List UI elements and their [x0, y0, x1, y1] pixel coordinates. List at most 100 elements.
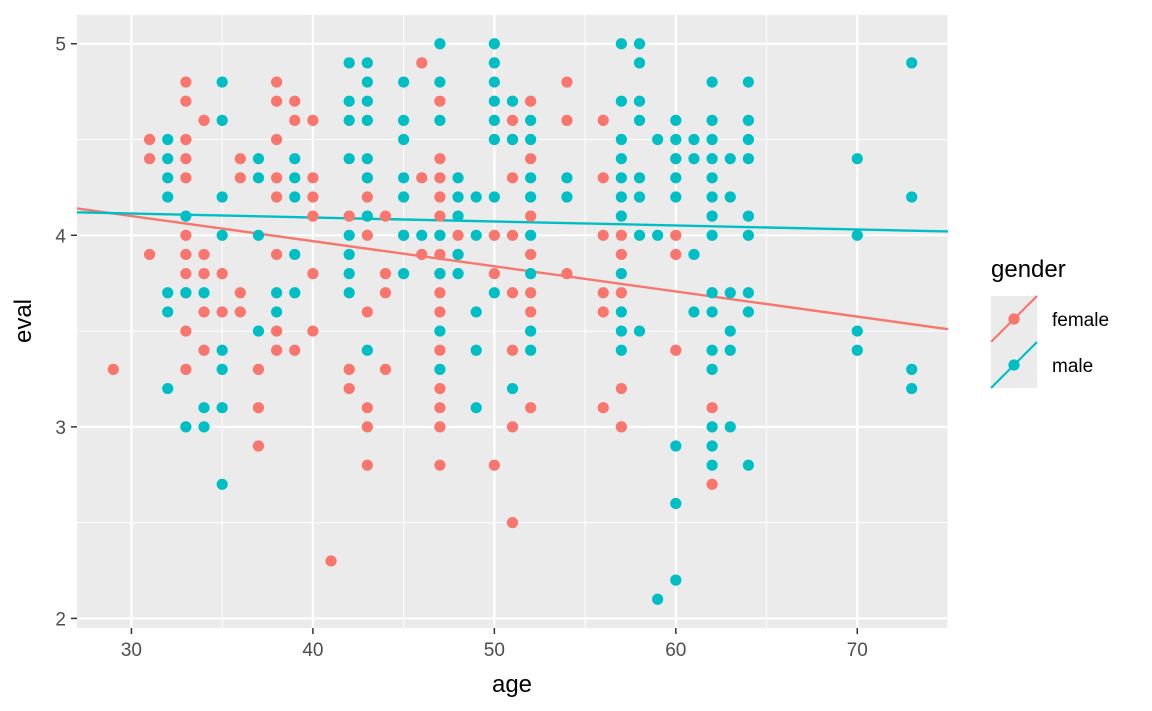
- point-male: [361, 76, 373, 88]
- point-male: [615, 210, 627, 222]
- point-female: [597, 229, 609, 241]
- point-female: [488, 229, 500, 241]
- point-male: [706, 344, 718, 356]
- point-male: [398, 76, 410, 88]
- point-male: [706, 287, 718, 299]
- point-male: [398, 172, 410, 184]
- point-male: [615, 306, 627, 318]
- point-male: [633, 95, 646, 107]
- point-female: [434, 459, 446, 471]
- point-male: [615, 133, 627, 146]
- point-male: [724, 287, 736, 299]
- point-male: [525, 325, 537, 337]
- point-male: [724, 325, 736, 337]
- point-male: [688, 248, 700, 261]
- point-male: [724, 191, 736, 203]
- point-male: [180, 287, 192, 299]
- point-female: [506, 172, 519, 184]
- point-male: [488, 114, 500, 126]
- point-female: [706, 402, 718, 414]
- point-male: [706, 76, 718, 88]
- point-male: [361, 344, 373, 356]
- point-male: [525, 191, 537, 203]
- point-female: [180, 76, 192, 88]
- point-female: [670, 229, 682, 241]
- point-male: [652, 133, 664, 146]
- point-male: [252, 229, 265, 241]
- point-male: [506, 133, 519, 146]
- fit-line-female: [76, 207, 949, 331]
- legend-label: male: [1052, 356, 1093, 377]
- point-female: [434, 248, 446, 261]
- point-female: [361, 229, 373, 241]
- point-male: [162, 382, 174, 395]
- point-female: [361, 402, 373, 414]
- point-male: [452, 268, 464, 280]
- point-male: [742, 306, 754, 318]
- point-female: [506, 517, 519, 529]
- point-female: [434, 172, 446, 184]
- point-female: [670, 248, 682, 261]
- point-male: [216, 229, 228, 241]
- point-male: [633, 325, 646, 337]
- point-male: [706, 229, 718, 241]
- point-female: [597, 114, 609, 126]
- point-male: [906, 363, 918, 375]
- point-male: [670, 133, 682, 146]
- point-male: [434, 363, 446, 375]
- point-male: [724, 344, 736, 356]
- point-male: [271, 306, 283, 318]
- point-male: [488, 133, 500, 146]
- point-female: [307, 114, 319, 126]
- point-female: [561, 268, 573, 280]
- point-male: [216, 363, 228, 375]
- point-female: [343, 363, 355, 375]
- point-male: [652, 229, 664, 241]
- point-female: [289, 344, 301, 356]
- point-male: [561, 191, 573, 203]
- legend-item-female: female: [990, 295, 1109, 343]
- point-male: [633, 191, 646, 203]
- point-male: [162, 133, 174, 146]
- point-female: [525, 210, 537, 222]
- point-male: [633, 172, 646, 184]
- point-male: [615, 268, 627, 280]
- point-female: [361, 306, 373, 318]
- x-tick-label: 40: [302, 640, 323, 661]
- point-female: [307, 191, 319, 203]
- y-axis: 2 3 4 5: [55, 35, 77, 630]
- point-male: [742, 133, 754, 146]
- point-male: [343, 114, 355, 126]
- point-female: [597, 402, 609, 414]
- point-male: [742, 114, 754, 126]
- point-male: [361, 114, 373, 126]
- point-male: [216, 344, 228, 356]
- point-male: [452, 248, 464, 261]
- point-male: [670, 114, 682, 126]
- point-male: [706, 459, 718, 471]
- point-female: [271, 172, 283, 184]
- point-male: [670, 497, 682, 510]
- point-female: [216, 268, 228, 280]
- point-male: [633, 38, 646, 50]
- point-female: [561, 76, 573, 88]
- point-female: [506, 344, 519, 356]
- point-female: [180, 95, 192, 107]
- point-male: [398, 229, 410, 241]
- point-male: [452, 191, 464, 203]
- point-female: [252, 402, 265, 414]
- point-female: [216, 306, 228, 318]
- point-male: [398, 268, 410, 280]
- point-male: [343, 57, 355, 69]
- x-tick-label: 30: [121, 640, 142, 661]
- point-male: [252, 153, 265, 165]
- x-tick-label: 60: [665, 640, 686, 661]
- point-female: [434, 153, 446, 165]
- point-male: [216, 402, 228, 414]
- point-male: [488, 76, 500, 88]
- legend-key-point: [1008, 359, 1020, 371]
- point-male: [216, 191, 228, 203]
- point-male: [633, 229, 646, 241]
- point-male: [688, 133, 700, 146]
- point-female: [506, 114, 519, 126]
